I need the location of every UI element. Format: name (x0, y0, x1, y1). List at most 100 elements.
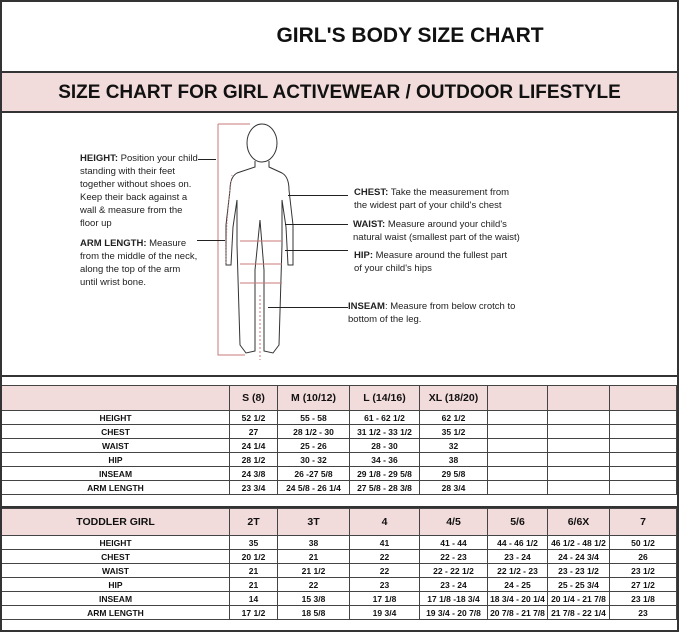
row-label: HEIGHT (2, 536, 230, 550)
header-cell: 2T (230, 508, 278, 536)
table-cell: 21 (230, 564, 278, 578)
table-cell (488, 425, 548, 439)
hip-label: HIP: (354, 250, 373, 261)
table-cell: 29 5/8 (420, 467, 488, 481)
divider (0, 375, 679, 377)
table-cell (610, 425, 677, 439)
table-cell: 14 (230, 592, 278, 606)
table-cell: 38 (278, 536, 350, 550)
table-cell: 41 - 44 (420, 536, 488, 550)
arm-leader-line (197, 240, 225, 241)
divider (0, 71, 679, 73)
table-cell: 25 - 26 (278, 439, 350, 453)
table-cell: 23 - 24 (420, 578, 488, 592)
chest-instruction: CHEST: Take the measurement from the wid… (354, 186, 524, 212)
table-cell (610, 411, 677, 425)
header-cell (548, 385, 610, 411)
table-cell: 23 3/4 (230, 481, 278, 495)
header-cell (2, 385, 230, 411)
header-cell (610, 385, 677, 411)
table-cell: 15 3/8 (278, 592, 350, 606)
table-cell: 21 (230, 578, 278, 592)
table-cell: 24 1/4 (230, 439, 278, 453)
page-subtitle: SIZE CHART FOR GIRL ACTIVEWEAR / OUTDOOR… (58, 82, 621, 103)
header-cell: 4/5 (420, 508, 488, 536)
table-cell: 44 - 46 1/2 (488, 536, 548, 550)
table-cell (610, 439, 677, 453)
header-cell: 5/6 (488, 508, 548, 536)
header-cell: 7 (610, 508, 677, 536)
table-cell (488, 411, 548, 425)
table-cell: 24 3/8 (230, 467, 278, 481)
table-cell (610, 467, 677, 481)
header-cell: XL (18/20) (420, 385, 488, 411)
table-cell: 35 1/2 (420, 425, 488, 439)
table-cell: 20 7/8 - 21 7/8 (488, 606, 548, 620)
divider (0, 111, 679, 113)
table-cell: 41 (350, 536, 420, 550)
table-cell: 25 - 25 3/4 (548, 578, 610, 592)
table-cell: 34 - 36 (350, 453, 420, 467)
arm-length-instruction: ARM LENGTH: Measure from the middle of t… (80, 237, 198, 289)
divider (0, 506, 679, 508)
row-label: ARM LENGTH (2, 481, 230, 495)
header-cell: 6/6X (548, 508, 610, 536)
table-cell: 20 1/2 (230, 550, 278, 564)
height-label: HEIGHT: (80, 153, 118, 164)
child-body-figure (217, 123, 294, 360)
waist-leader-line (285, 224, 348, 225)
chest-text: Take the measurement from the widest par… (354, 187, 510, 211)
table-cell: 24 5/8 - 26 1/4 (278, 481, 350, 495)
height-text: Position your child standing with their … (80, 153, 198, 229)
table-cell: 61 - 62 1/2 (350, 411, 420, 425)
table-cell: 38 (420, 453, 488, 467)
table-cell (548, 453, 610, 467)
page-title: GIRL'S BODY SIZE CHART (276, 24, 544, 47)
table-cell (548, 467, 610, 481)
inseam-leader-line (268, 307, 348, 308)
table-cell (548, 481, 610, 495)
row-label: WAIST (2, 439, 230, 453)
arm-length-label: ARM LENGTH: (80, 238, 147, 249)
table-cell: 17 1/8 -18 3/4 (420, 592, 488, 606)
table-cell (548, 439, 610, 453)
table-cell: 22 - 23 (420, 550, 488, 564)
header-cell: 3T (278, 508, 350, 536)
row-label: HIP (2, 578, 230, 592)
table-cell: 55 - 58 (278, 411, 350, 425)
table-cell: 19 3/4 (350, 606, 420, 620)
table-cell: 20 1/4 - 21 7/8 (548, 592, 610, 606)
table-cell: 18 3/4 - 20 1/4 (488, 592, 548, 606)
waist-instruction: WAIST: Measure around your child's natur… (353, 218, 528, 244)
row-label: INSEAM (2, 592, 230, 606)
table-cell: 23 - 23 1/2 (548, 564, 610, 578)
inseam-instruction: INSEAM: Measure from below crotch to bot… (348, 300, 528, 326)
subtitle-band (2, 73, 677, 112)
table-cell: 32 (420, 439, 488, 453)
row-label: CHEST (2, 425, 230, 439)
table-cell: 22 (350, 564, 420, 578)
height-instruction: HEIGHT: Position your child standing wit… (80, 152, 198, 230)
inseam-label: INSEAM (348, 301, 385, 312)
table-cell (610, 481, 677, 495)
hip-text: Measure around the fullest part of your … (354, 250, 508, 274)
header-cell: TODDLER GIRL (2, 508, 230, 536)
table-cell: 26 -27 5/8 (278, 467, 350, 481)
table-cell: 23 1/2 (610, 564, 677, 578)
table-cell: 17 1/2 (230, 606, 278, 620)
table-cell: 27 (230, 425, 278, 439)
header-cell: M (10/12) (278, 385, 350, 411)
table-cell (610, 453, 677, 467)
table-cell: 24 - 25 (488, 578, 548, 592)
table-cell (488, 467, 548, 481)
table-cell: 62 1/2 (420, 411, 488, 425)
table-cell: 35 (230, 536, 278, 550)
table-cell (488, 481, 548, 495)
row-label: HEIGHT (2, 411, 230, 425)
table-cell: 23 (610, 606, 677, 620)
arm-length-text: Measure from the middle of the neck, alo… (80, 238, 198, 288)
table-cell: 52 1/2 (230, 411, 278, 425)
table-cell: 18 5/8 (278, 606, 350, 620)
table-cell: 22 1/2 - 23 (488, 564, 548, 578)
